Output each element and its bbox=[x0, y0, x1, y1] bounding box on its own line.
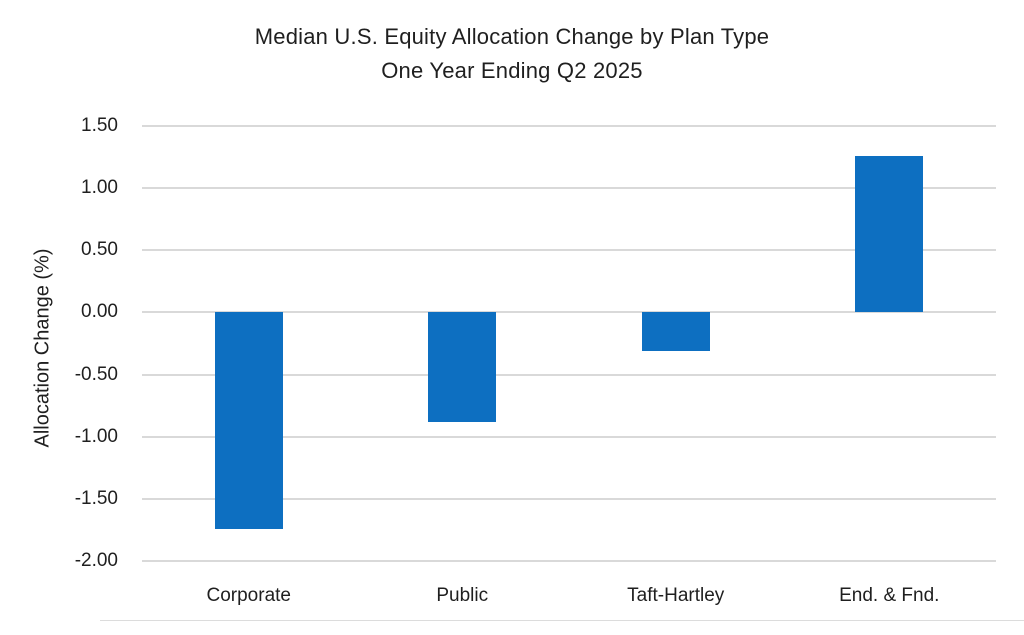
gridline bbox=[142, 187, 996, 190]
y-tick-label: -2.00 bbox=[74, 550, 118, 571]
x-tick-label-end-fnd: End. & Fnd. bbox=[839, 585, 940, 606]
gridline bbox=[142, 311, 996, 314]
plot-area bbox=[142, 125, 996, 562]
chart-title-line2: One Year Ending Q2 2025 bbox=[381, 58, 643, 83]
y-tick-label: 1.50 bbox=[81, 115, 118, 136]
y-tick-label: 1.00 bbox=[81, 177, 118, 199]
x-tick-label-taft-hartley: Taft-Hartley bbox=[627, 585, 725, 606]
y-axis-tick-labels: 1.50 1.00 0.50 0.00 -0.50 -1.00 -1.50 -2.00 bbox=[0, 115, 118, 571]
gridline bbox=[142, 249, 996, 252]
chart-title-line1: Median U.S. Equity Allocation Change by … bbox=[254, 24, 770, 49]
x-axis-category-labels: Corporate Public Taft-Hartley End. & Fnd. bbox=[142, 583, 996, 609]
y-tick-label: -0.50 bbox=[74, 363, 118, 385]
gridline bbox=[142, 435, 996, 438]
chart-title: Median U.S. Equity Allocation Change by … bbox=[0, 20, 1024, 88]
bar-end-fnd bbox=[855, 155, 924, 313]
y-tick-label: 0.00 bbox=[81, 301, 118, 323]
y-tick-label: 0.50 bbox=[81, 239, 118, 261]
y-tick-label: -1.50 bbox=[74, 487, 118, 509]
bar-taft-hartley bbox=[641, 312, 710, 351]
gridline bbox=[142, 373, 996, 376]
y-tick-label: -1.00 bbox=[74, 425, 118, 447]
figure-bottom-border bbox=[100, 620, 1024, 621]
gridline bbox=[142, 560, 996, 562]
bar-public bbox=[428, 312, 497, 422]
x-tick-label-corporate: Corporate bbox=[206, 585, 292, 606]
gridline bbox=[142, 497, 996, 500]
gridline bbox=[142, 125, 996, 127]
bar-corporate bbox=[214, 312, 283, 529]
x-tick-label-public: Public bbox=[436, 585, 489, 606]
